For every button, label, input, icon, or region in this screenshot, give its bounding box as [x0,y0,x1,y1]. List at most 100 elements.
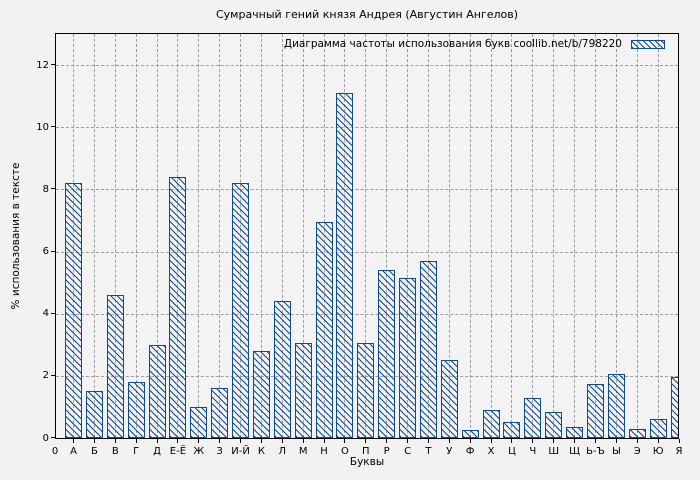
bar-Н [315,222,333,438]
x-tick-label: Р [383,446,390,457]
bar-Ф [461,430,479,438]
x-tick-label: О [340,446,349,457]
x-tick-mark [574,439,576,443]
x-tick-label: Т [425,446,432,457]
x-tick-label: Н [320,446,328,457]
gridline-vertical [615,34,617,438]
gridline-vertical [636,34,638,438]
y-tick-mark [51,312,55,314]
gridline-vertical [219,34,221,438]
y-tick-label: 0 [42,432,49,444]
bar-Д [148,344,166,438]
x-tick-mark [615,439,617,443]
plot-area: Диаграмма частоты использования букв coo… [55,33,679,439]
bar-Т [419,260,437,438]
y-tick-label: 4 [42,308,49,320]
legend-label: Диаграмма частоты использования букв coo… [283,38,622,50]
bar-О [336,93,354,438]
x-tick-mark [657,439,659,443]
x-tick-label: Ж [193,446,205,457]
x-tick-label: М [298,446,308,457]
x-tick-mark [553,439,555,443]
chart-title: Сумрачный гений князя Андрея (Августин А… [215,8,519,21]
x-tick-label: Э [633,446,641,457]
gridline-horizontal [56,189,678,191]
bar-Р [378,270,396,438]
gridline-vertical [594,34,596,438]
x-tick-mark [198,439,200,443]
y-tick-mark [51,374,55,376]
gridline-vertical [532,34,534,438]
gridline-vertical [679,34,680,438]
x-tick-label: Ш [548,446,560,457]
bar-А [65,183,82,438]
gridline-vertical [198,34,200,438]
gridline-horizontal [56,127,678,129]
gridline-vertical [427,34,429,438]
y-tick-mark [51,250,55,252]
x-tick-mark [594,439,596,443]
y-tick-mark [51,126,55,128]
gridline-horizontal [56,251,678,253]
x-tick-mark [260,439,262,443]
bar-Ы [607,374,625,438]
x-tick-mark [386,439,388,443]
x-tick-mark [73,439,74,443]
bar-Л [273,301,291,438]
x-tick-label: Л [278,446,287,457]
y-tick-label: 10 [36,121,49,133]
x-tick-mark [323,439,325,443]
bar-В [106,295,124,438]
bar-Я [670,377,678,438]
legend-swatch-icon [631,39,665,49]
gridline-vertical [93,34,95,438]
x-origin-tick-label: 0 [51,446,59,457]
gridline-vertical [114,34,116,438]
bar-Ц [503,422,521,438]
x-tick-mark [114,439,116,443]
x-tick-label: З [216,446,223,457]
x-tick-mark [156,439,158,443]
gridline-vertical [135,34,137,438]
x-tick-label: Щ [569,446,581,457]
x-tick-label: Ф [465,446,475,457]
x-tick-mark [219,439,221,443]
legend: Диаграмма частоты использования букв coo… [284,38,665,50]
gridline-horizontal [56,313,678,315]
x-tick-mark [490,439,492,443]
x-tick-mark [636,439,638,443]
gridline-vertical [469,34,471,438]
bar-Ж [190,406,208,438]
bar-П [357,343,375,438]
x-tick-mark [532,439,534,443]
x-tick-mark [177,439,179,443]
bar-Ю [649,419,667,438]
bar-С [399,277,417,438]
gridline-vertical [302,34,304,438]
x-tick-label: Ь-Ъ [586,446,605,457]
x-tick-label: Б [90,446,98,457]
gridline-vertical [490,34,492,438]
y-tick-mark [51,64,55,66]
gridline-vertical [156,34,158,438]
gridline-vertical [407,34,409,438]
x-tick-mark [678,439,680,443]
bar-Б [85,391,103,438]
y-tick-label: 12 [36,59,49,71]
bar-Ш [545,411,563,438]
bar-М [294,343,312,438]
x-tick-label: У [446,446,453,457]
x-tick-label: А [70,446,77,457]
x-tick-mark [427,439,429,443]
x-tick-label: Ч [529,446,537,457]
x-axis-label: Буквы [349,456,385,468]
x-tick-label: Х [487,446,495,457]
bar-З [211,388,229,438]
x-tick-mark [281,439,283,443]
x-tick-mark [365,439,367,443]
x-tick-label: Е-Ё [169,446,187,457]
x-tick-mark [448,439,450,443]
bar-Э [628,428,646,438]
x-tick-label: В [111,446,119,457]
